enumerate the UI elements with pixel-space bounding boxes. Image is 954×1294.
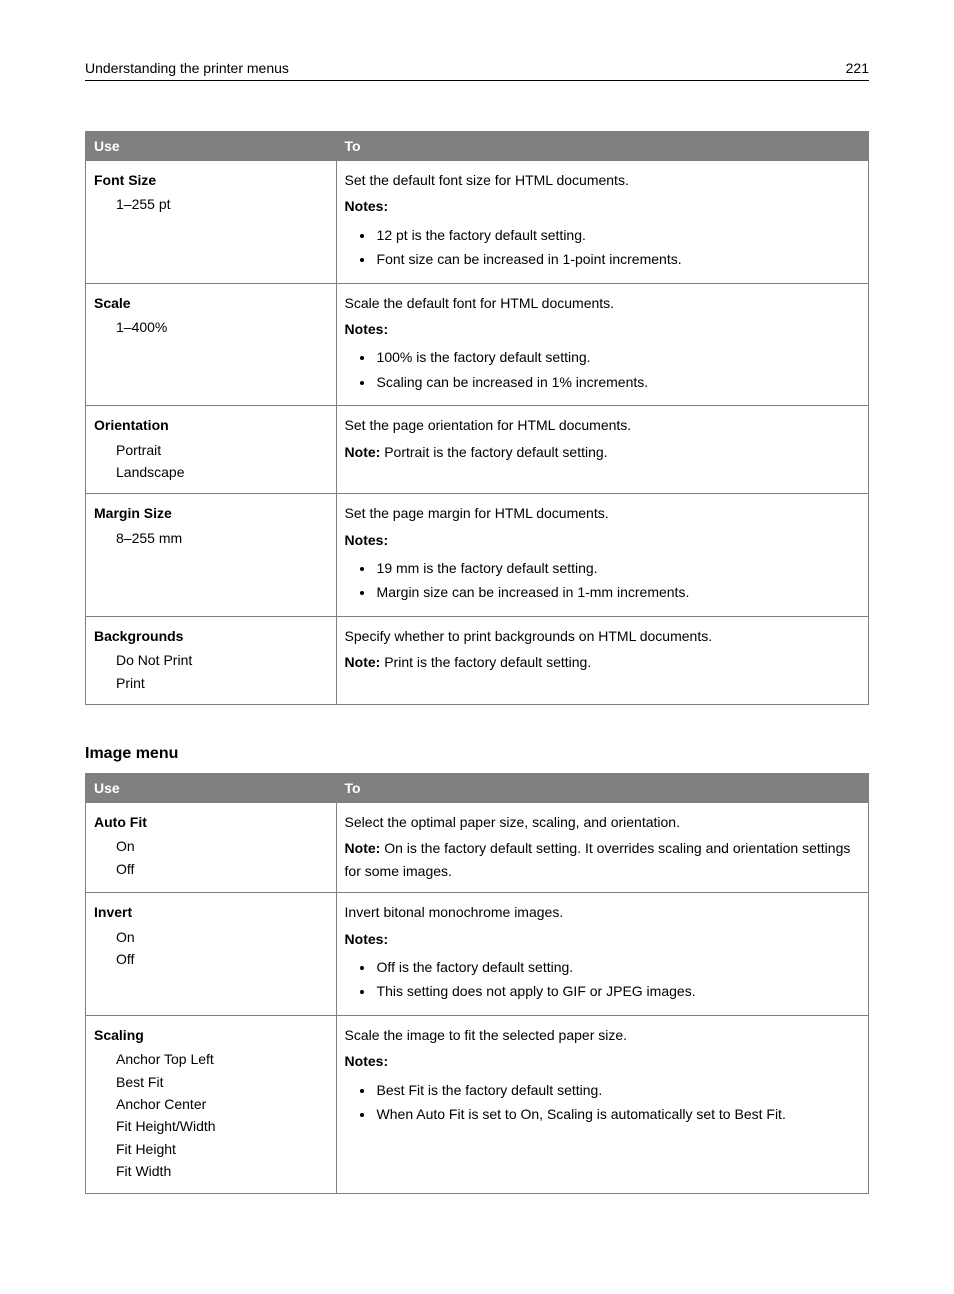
note-inline: Note: Print is the factory default setti… <box>345 651 860 673</box>
col-header-use: Use <box>86 132 337 161</box>
notes-label: Notes: <box>345 928 860 950</box>
option-title: Scaling <box>94 1024 328 1046</box>
description-text: Set the default font size for HTML docum… <box>345 169 860 191</box>
option-title: Font Size <box>94 169 328 191</box>
header-title: Understanding the printer menus <box>85 60 289 76</box>
note-item: Margin size can be increased in 1‑mm inc… <box>375 581 860 603</box>
option-title: Margin Size <box>94 502 328 524</box>
description-text: Specify whether to print backgrounds on … <box>345 625 860 647</box>
to-cell: Scale the default font for HTML document… <box>336 283 868 406</box>
to-cell: Set the default font size for HTML docum… <box>336 161 868 284</box>
description-text: Set the page margin for HTML documents. <box>345 502 860 524</box>
to-cell: Invert bitonal monochrome images. Notes: O… <box>336 893 868 1016</box>
notes-label: Notes: <box>345 529 860 551</box>
option-value: Fit Height <box>94 1138 328 1160</box>
option-value: Anchor Center <box>94 1093 328 1115</box>
note-text: Portrait is the factory default setting. <box>380 444 607 460</box>
description-text: Scale the image to fit the selected pape… <box>345 1024 860 1046</box>
to-cell: Select the optimal paper size, scaling, … <box>336 803 868 893</box>
note-item: Font size can be increased in 1‑point in… <box>375 248 860 270</box>
option-title: Auto Fit <box>94 811 328 833</box>
col-header-to: To <box>336 132 868 161</box>
image-menu-heading: Image menu <box>85 745 869 763</box>
option-value: Fit Width <box>94 1160 328 1182</box>
option-value: 8–255 mm <box>94 527 328 549</box>
to-cell: Set the page margin for HTML documents. N… <box>336 494 868 617</box>
option-value: 1–400% <box>94 316 328 338</box>
option-value: On <box>94 835 328 857</box>
option-value: Off <box>94 948 328 970</box>
table-row: ScalingAnchor Top LeftBest FitAnchor Cen… <box>86 1015 869 1193</box>
note-item: Off is the factory default setting. <box>375 956 860 978</box>
option-title: Orientation <box>94 414 328 436</box>
html-menu-table: Use To Font Size1–255 pt Set the default … <box>85 131 869 705</box>
note-prefix: Note: <box>345 840 381 856</box>
note-text: On is the factory default setting. It ov… <box>345 840 851 878</box>
notes-list: Off is the factory default setting.This … <box>345 956 860 1003</box>
note-item: When Auto Fit is set to On, Scaling is a… <box>375 1103 860 1125</box>
table-row: Auto FitOnOff Select the optimal paper si… <box>86 803 869 893</box>
description-text: Select the optimal paper size, scaling, … <box>345 811 860 833</box>
note-item: Scaling can be increased in 1% increment… <box>375 371 860 393</box>
option-value: Print <box>94 672 328 694</box>
note-text: Print is the factory default setting. <box>380 654 591 670</box>
option-value: Do Not Print <box>94 649 328 671</box>
option-title: Invert <box>94 901 328 923</box>
to-cell: Specify whether to print backgrounds on … <box>336 616 868 704</box>
option-value: Anchor Top Left <box>94 1048 328 1070</box>
option-title: Backgrounds <box>94 625 328 647</box>
to-cell: Scale the image to fit the selected pape… <box>336 1015 868 1193</box>
col-header-to: To <box>336 774 868 803</box>
use-cell: Invert OnOff <box>86 893 337 1016</box>
description-text: Invert bitonal monochrome images. <box>345 901 860 923</box>
option-value: On <box>94 926 328 948</box>
table-row: Scale1–400% Scale the default font for HT… <box>86 283 869 406</box>
use-cell: Margin Size 8–255 mm <box>86 494 337 617</box>
table-row: Font Size1–255 pt Set the default font si… <box>86 161 869 284</box>
note-prefix: Note: <box>345 654 381 670</box>
page-header: Understanding the printer menus 221 <box>85 60 869 81</box>
notes-list: 19 mm is the factory default setting.Mar… <box>345 557 860 604</box>
note-item: Best Fit is the factory default setting. <box>375 1079 860 1101</box>
note-item: 12 pt is the factory default setting. <box>375 224 860 246</box>
use-cell: ScalingAnchor Top LeftBest FitAnchor Cen… <box>86 1015 337 1193</box>
option-title: Scale <box>94 292 328 314</box>
header-page-number: 221 <box>846 60 869 76</box>
option-value: 1–255 pt <box>94 193 328 215</box>
option-value: Best Fit <box>94 1071 328 1093</box>
description-text: Scale the default font for HTML document… <box>345 292 860 314</box>
notes-label: Notes: <box>345 1050 860 1072</box>
notes-list: Best Fit is the factory default setting.… <box>345 1079 860 1126</box>
use-cell: BackgroundsDo Not PrintPrint <box>86 616 337 704</box>
note-item: 19 mm is the factory default setting. <box>375 557 860 579</box>
description-text: Set the page orientation for HTML docume… <box>345 414 860 436</box>
note-inline: Note: On is the factory default setting.… <box>345 837 860 882</box>
notes-label: Notes: <box>345 318 860 340</box>
option-value: Fit Height/Width <box>94 1115 328 1137</box>
to-cell: Set the page orientation for HTML docume… <box>336 406 868 494</box>
col-header-use: Use <box>86 774 337 803</box>
table-row: BackgroundsDo Not PrintPrint Specify whet… <box>86 616 869 704</box>
note-inline: Note: Portrait is the factory default se… <box>345 441 860 463</box>
table-row: Invert OnOff Invert bitonal monochrome ima… <box>86 893 869 1016</box>
option-value: Landscape <box>94 461 328 483</box>
table-row: Margin Size 8–255 mm Set the page margin f… <box>86 494 869 617</box>
notes-list: 100% is the factory default setting. Scal… <box>345 346 860 393</box>
use-cell: Scale1–400% <box>86 283 337 406</box>
note-item: This setting does not apply to GIF or JP… <box>375 980 860 1002</box>
note-prefix: Note: <box>345 444 381 460</box>
use-cell: Orientation PortraitLandscape <box>86 406 337 494</box>
use-cell: Auto FitOnOff <box>86 803 337 893</box>
use-cell: Font Size1–255 pt <box>86 161 337 284</box>
notes-label: Notes: <box>345 195 860 217</box>
option-value: Portrait <box>94 439 328 461</box>
option-value: Off <box>94 858 328 880</box>
note-item: 100% is the factory default setting. <box>375 346 860 368</box>
table-row: Orientation PortraitLandscape Set the page… <box>86 406 869 494</box>
image-menu-table: Use To Auto FitOnOffSelect the optimal p… <box>85 773 869 1193</box>
notes-list: 12 pt is the factory default setting.Fon… <box>345 224 860 271</box>
